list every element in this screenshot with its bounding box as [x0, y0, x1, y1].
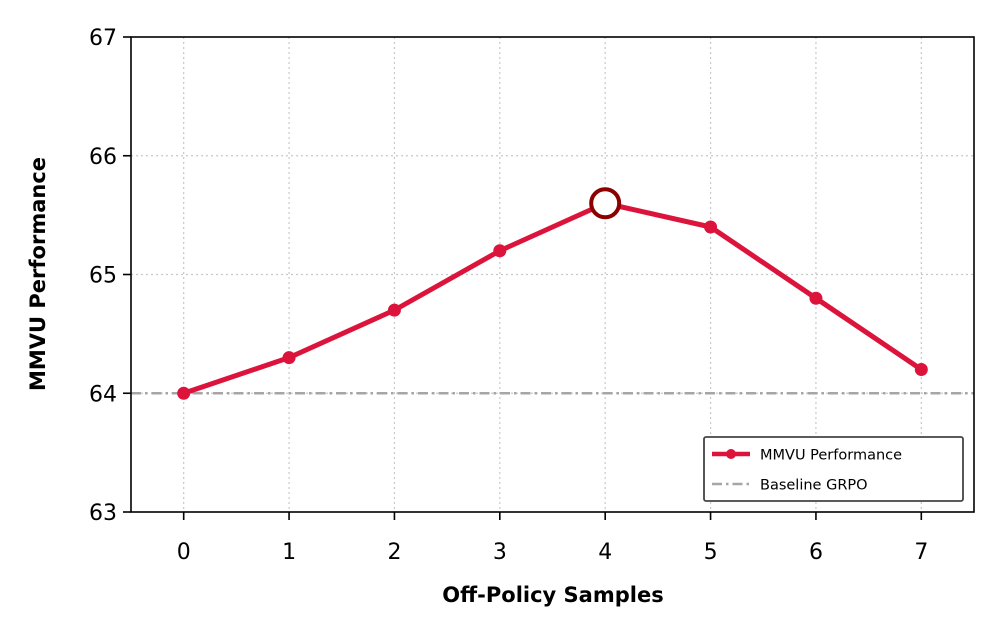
y-axis-ticks: 63 64 65 66 67 [89, 26, 131, 526]
series-layer [177, 196, 928, 400]
y-tick-label: 64 [89, 382, 117, 407]
x-tick-label: 7 [914, 540, 928, 565]
y-tick-label: 67 [89, 26, 117, 51]
x-tick-label: 4 [598, 540, 612, 565]
data-point [704, 220, 718, 234]
y-tick-label: 66 [89, 145, 117, 170]
x-axis-title: Off-Policy Samples [442, 583, 663, 607]
x-tick-label: 2 [387, 540, 401, 565]
x-tick-label: 3 [493, 540, 507, 565]
grid-lines [131, 37, 974, 512]
data-point [282, 351, 296, 365]
y-tick-label: 63 [89, 501, 117, 526]
data-point [809, 291, 823, 305]
y-tick-label: 65 [89, 264, 117, 289]
legend-series-marker [726, 449, 736, 459]
peak-highlight-marker [589, 187, 622, 220]
x-tick-label: 5 [704, 540, 718, 565]
legend-box [703, 436, 964, 502]
y-axis-title: MMVU Performance [26, 157, 50, 391]
data-point [493, 244, 507, 258]
x-tick-label: 1 [282, 540, 296, 565]
series-line [181, 200, 924, 396]
data-point [177, 386, 191, 400]
data-point [387, 303, 401, 317]
highlight-layer [589, 187, 622, 220]
x-tick-label: 0 [177, 540, 191, 565]
legend: MMVU Performance Baseline GRPO [703, 436, 964, 502]
legend-baseline-label: Baseline GRPO [760, 478, 868, 494]
x-axis-ticks: 0 1 2 3 4 5 6 7 [177, 512, 928, 565]
x-tick-label: 6 [809, 540, 823, 565]
legend-series-label: MMVU Performance [760, 448, 902, 464]
data-point [914, 363, 928, 376]
